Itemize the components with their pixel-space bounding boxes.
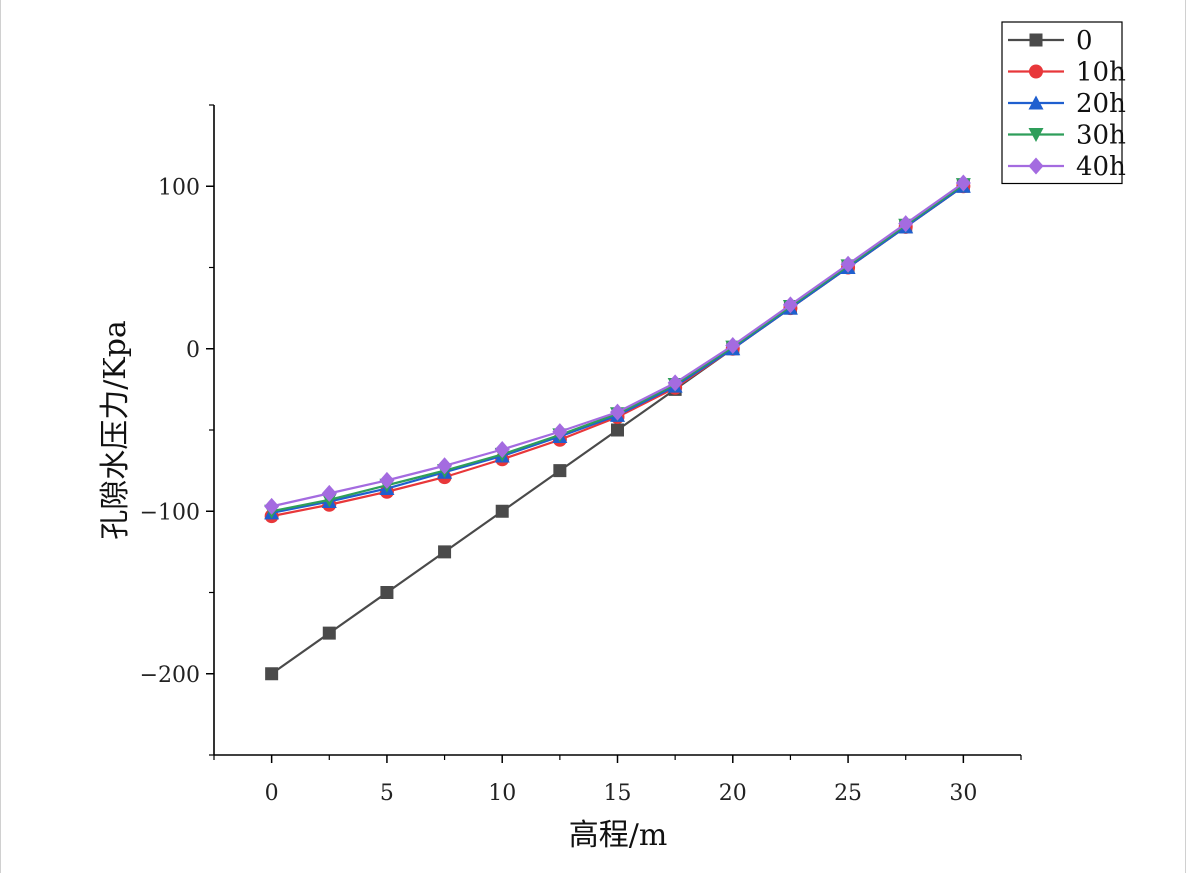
legend-label: 40h xyxy=(1076,152,1126,182)
data-point xyxy=(1028,157,1044,175)
data-point xyxy=(552,423,568,441)
data-point xyxy=(495,504,509,518)
x-tick-label: 15 xyxy=(604,781,632,806)
x-tick-label: 25 xyxy=(834,781,862,806)
data-point xyxy=(611,423,624,437)
axes: 0 5 10 15 20 25 30 −200 −100 0 100 xyxy=(140,104,1022,806)
data-point xyxy=(1029,33,1043,47)
legend-item: 10h xyxy=(1008,58,1126,88)
series-line xyxy=(271,183,964,513)
series-20h xyxy=(264,178,971,520)
data-point xyxy=(437,457,453,475)
data-point xyxy=(1028,128,1044,142)
legend-label: 10h xyxy=(1076,58,1126,88)
data-point xyxy=(1029,64,1043,79)
legend-item: 40h xyxy=(1008,152,1126,182)
series-10h xyxy=(264,179,971,524)
data-point xyxy=(438,545,452,559)
series-layer xyxy=(264,174,971,681)
legend-item: 0 xyxy=(1008,26,1093,56)
data-point xyxy=(553,464,567,478)
legend-label: 20h xyxy=(1076,89,1126,119)
data-point xyxy=(782,296,798,314)
data-point xyxy=(955,174,971,192)
series-40h xyxy=(264,174,971,515)
x-axis-label: 高程/m xyxy=(569,818,668,853)
data-point xyxy=(494,441,510,458)
data-point xyxy=(321,484,337,502)
data-point xyxy=(840,255,856,273)
y-tick-label: 0 xyxy=(186,338,200,363)
data-point xyxy=(667,374,683,392)
data-point xyxy=(264,497,280,515)
data-point xyxy=(610,403,625,421)
series-line xyxy=(271,185,964,518)
series-line xyxy=(271,182,964,508)
data-point xyxy=(379,471,395,489)
legend-item: 30h xyxy=(1008,121,1126,151)
y-tick-label: 100 xyxy=(158,175,200,200)
data-point xyxy=(898,215,914,233)
data-point xyxy=(725,337,741,354)
legend-label: 30h xyxy=(1076,121,1126,151)
x-tick-label: 5 xyxy=(380,781,394,806)
data-point xyxy=(1028,95,1044,110)
x-tick-label: 20 xyxy=(719,781,747,806)
x-tick-label: 30 xyxy=(949,781,977,806)
legend-label: 0 xyxy=(1076,26,1093,56)
series-line xyxy=(271,185,964,514)
x-tick-label: 10 xyxy=(488,781,516,806)
data-point xyxy=(322,626,336,640)
y-tick-label: −100 xyxy=(140,500,200,525)
y-axis-label: 孔隙水压力/Kpa xyxy=(98,320,133,540)
series-30h xyxy=(264,178,971,519)
y-tick-label: −200 xyxy=(140,663,200,688)
x-tick-label: 0 xyxy=(265,781,279,806)
legend-item: 20h xyxy=(1008,89,1126,119)
data-point xyxy=(380,586,394,599)
data-point xyxy=(265,667,279,681)
